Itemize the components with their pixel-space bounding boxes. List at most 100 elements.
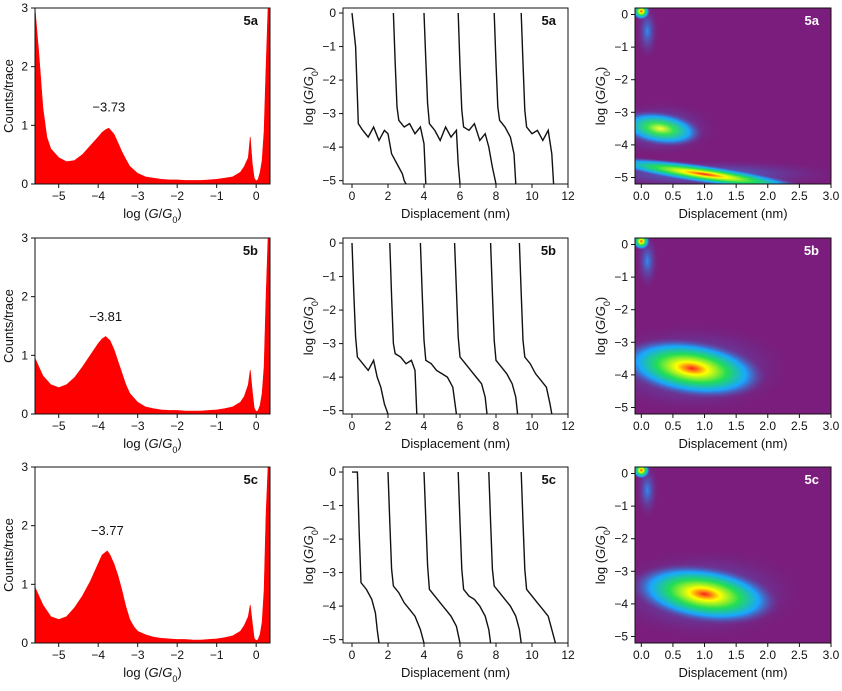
plot-frame (342, 237, 569, 415)
x-axis-label: Displacement (nm) (678, 665, 787, 680)
x-tick-label: 10 (525, 189, 539, 203)
panel-label: 5b (243, 243, 258, 258)
y-axis-label: Counts/trace (1, 59, 16, 133)
panel-label: 5a (542, 13, 557, 28)
y-tick-label: −4 (322, 140, 336, 154)
x-tick-label: 1.0 (696, 648, 713, 662)
traces-5b: 0 2 4 6 8 10 12 −5 −4 −3 −2 −1 0 Displacement (nm) log… (301, 236, 575, 451)
x-tick-label: −3 (131, 189, 145, 203)
x-tick-label: 12 (561, 648, 575, 662)
heatmap-hotspot (635, 467, 651, 480)
x-tick-label: 0 (349, 419, 356, 433)
y-tick-label: −4 (322, 370, 336, 384)
y-tick-label: −5 (614, 629, 628, 643)
traces-5c: 0 2 4 6 8 10 12 −5 −4 −3 −2 −1 0 Displacement (nm) log… (301, 465, 575, 680)
y-axis-label: Counts/trace (1, 518, 16, 592)
y-tick-label: −2 (322, 73, 336, 87)
conductance-trace (457, 472, 492, 644)
y-tick-label: 0 (21, 636, 28, 650)
x-tick-label: 8 (493, 419, 500, 433)
y-tick-label: −4 (322, 599, 336, 613)
y-tick-label: −2 (322, 532, 336, 546)
y-axis-label: Counts/trace (1, 289, 16, 363)
x-tick-label: 0 (253, 189, 260, 203)
x-tick-label: 12 (561, 189, 575, 203)
y-tick-label: −3 (614, 564, 628, 578)
heatmap-glow (635, 467, 660, 521)
heatmap-hotspot (635, 562, 782, 626)
y-axis-label: log (G/G0) (301, 526, 320, 585)
y-tick-label: 0 (21, 177, 28, 191)
histogram-area (34, 7, 271, 185)
y-tick-label: −2 (614, 532, 628, 546)
x-tick-label: 2.0 (759, 419, 776, 433)
x-tick-label: 2 (385, 189, 392, 203)
y-tick-label: 0 (21, 407, 28, 421)
hist-5c: −3.77 −5 −4 −3 −2 −1 0 0 1 2 3 log (G/G0) Counts/tra… (1, 460, 271, 684)
y-tick-label: 0 (329, 465, 336, 479)
plot-frame (634, 7, 832, 185)
heatmap-background (635, 8, 831, 184)
plot-frame (634, 237, 832, 415)
heatmap-hotspot (635, 238, 651, 251)
y-axis-label: log (G/G0) (593, 297, 612, 356)
panel-label: 5c (542, 472, 556, 487)
y-tick-label: −1 (614, 40, 628, 54)
panel-label: 5c (244, 472, 258, 487)
peak-label: −3.81 (89, 309, 122, 324)
y-tick-label: −4 (614, 597, 628, 611)
x-tick-label: 6 (457, 189, 464, 203)
plot-frame (342, 466, 569, 644)
x-tick-label: 1.0 (696, 189, 713, 203)
y-tick-label: 3 (21, 1, 28, 15)
x-tick-label: 6 (457, 648, 464, 662)
heatmap-hotspot (635, 336, 770, 400)
y-axis-label: log (G/G0) (593, 67, 612, 126)
y-tick-label: 2 (21, 519, 28, 533)
x-axis-label: Displacement (nm) (401, 665, 510, 680)
x-axis-label: log (G/G0) (123, 436, 182, 455)
y-axis-label: log (G/G0) (301, 67, 320, 126)
x-tick-label: −4 (91, 648, 105, 662)
x-tick-label: −5 (52, 419, 66, 433)
x-tick-label: 0 (253, 648, 260, 662)
y-tick-label: −1 (614, 270, 628, 284)
x-tick-label: 1.5 (728, 419, 745, 433)
conductance-trace (351, 243, 389, 415)
x-tick-label: 2.5 (791, 648, 808, 662)
x-tick-label: 2.0 (759, 648, 776, 662)
plot-frame (634, 466, 832, 644)
histogram-area (34, 237, 271, 415)
plot-frame (342, 7, 569, 185)
traces-5a: 0 2 4 6 8 10 12 −5 −4 −3 −2 −1 0 Displacement (nm) log… (301, 6, 575, 221)
y-tick-label: −1 (322, 270, 336, 284)
y-tick-label: −3 (322, 566, 336, 580)
x-tick-label: 0.5 (665, 419, 682, 433)
y-tick-label: −3 (322, 107, 336, 121)
panel-label: 5a (805, 13, 820, 28)
hist-5b: −3.81 −5 −4 −3 −2 −1 0 0 1 2 3 log (G/G0) Counts/tra… (1, 231, 271, 455)
x-tick-label: 2.0 (759, 189, 776, 203)
x-axis-label: Displacement (nm) (678, 436, 787, 451)
panel-label: 5b (541, 243, 556, 258)
x-tick-label: 0 (349, 189, 356, 203)
x-axis-label: Displacement (nm) (401, 436, 510, 451)
x-tick-label: −2 (170, 189, 184, 203)
heatmap-hotspot (635, 155, 814, 184)
x-tick-label: 0.5 (665, 189, 682, 203)
x-tick-label: 4 (421, 648, 428, 662)
x-tick-label: −2 (170, 648, 184, 662)
hist-5a: −3.73 −5 −4 −3 −2 −1 0 0 1 2 3 log (G/G0) Counts/tra… (1, 1, 271, 225)
x-tick-label: 3.0 (823, 419, 840, 433)
x-tick-label: 0.0 (633, 648, 650, 662)
conductance-trace (419, 243, 458, 415)
x-tick-label: −3 (131, 648, 145, 662)
x-tick-label: −1 (210, 648, 224, 662)
y-tick-label: 1 (21, 577, 28, 591)
heatmap-hotspot (635, 8, 651, 21)
x-tick-label: 2.5 (791, 419, 808, 433)
conductance-trace (387, 472, 425, 644)
y-tick-label: 0 (621, 467, 628, 481)
panel-label: 5c (805, 472, 819, 487)
histogram-area (34, 466, 271, 644)
